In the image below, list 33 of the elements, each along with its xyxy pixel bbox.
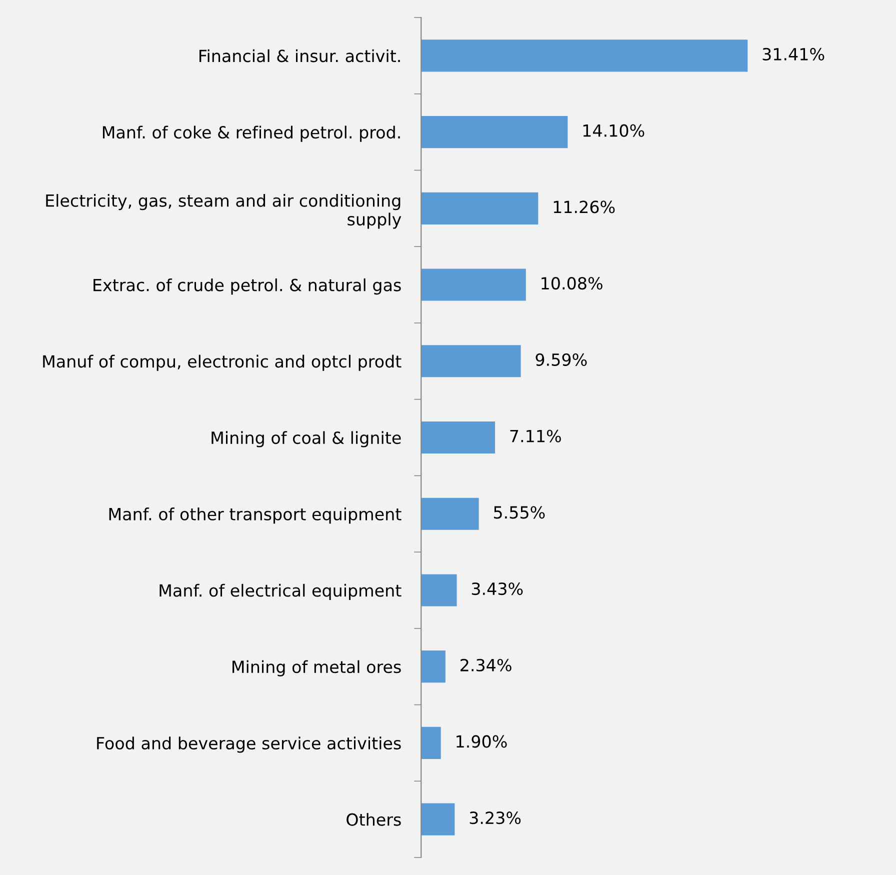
data-label: 9.59% <box>536 353 587 366</box>
data-label: 2.34% <box>460 658 512 672</box>
bar <box>421 650 446 683</box>
y-tick-label: Mining of metal ores <box>232 660 401 676</box>
data-label: 7.11% <box>510 430 561 442</box>
y-tick-label: Manuf of compu, electronic and optcl prodt <box>43 354 402 371</box>
data-label: 11.26% <box>554 200 615 214</box>
data-label: 31.41% <box>762 48 824 61</box>
bar <box>421 345 521 378</box>
bar <box>421 421 496 454</box>
data-label: 14.10% <box>583 124 644 137</box>
y-tick-label: Food and beverage service activities <box>97 736 401 753</box>
y-tick-label: Manf. of other transport equipment <box>109 508 402 524</box>
y-tick-label: Financial & insur. activit. <box>200 49 400 62</box>
y-tick-label: Extrac. of crude petrol. & natural gas <box>94 278 401 295</box>
data-label: 3.43% <box>472 582 523 596</box>
bar <box>421 40 748 72</box>
data-label: 1.90% <box>456 735 507 748</box>
data-label: 5.55% <box>494 506 545 519</box>
y-tick-label: Manf. of coke & refined petrol. prod. <box>102 126 400 142</box>
y-tick-label: Manf. of electrical equipment <box>160 584 402 600</box>
y-tick-label: Others <box>346 812 401 826</box>
bar <box>421 803 455 836</box>
bar <box>421 726 441 759</box>
bar <box>421 498 479 530</box>
data-label: 3.23% <box>470 812 521 824</box>
bar <box>421 116 568 148</box>
data-label: 10.08% <box>542 277 602 290</box>
y-tick-label: Electricity, gas, steam and air conditioning supply <box>46 194 402 229</box>
bar <box>421 574 457 606</box>
bar <box>421 192 538 224</box>
y-tick-label: Mining of coal & lignite <box>212 431 401 448</box>
bar <box>421 268 526 301</box>
